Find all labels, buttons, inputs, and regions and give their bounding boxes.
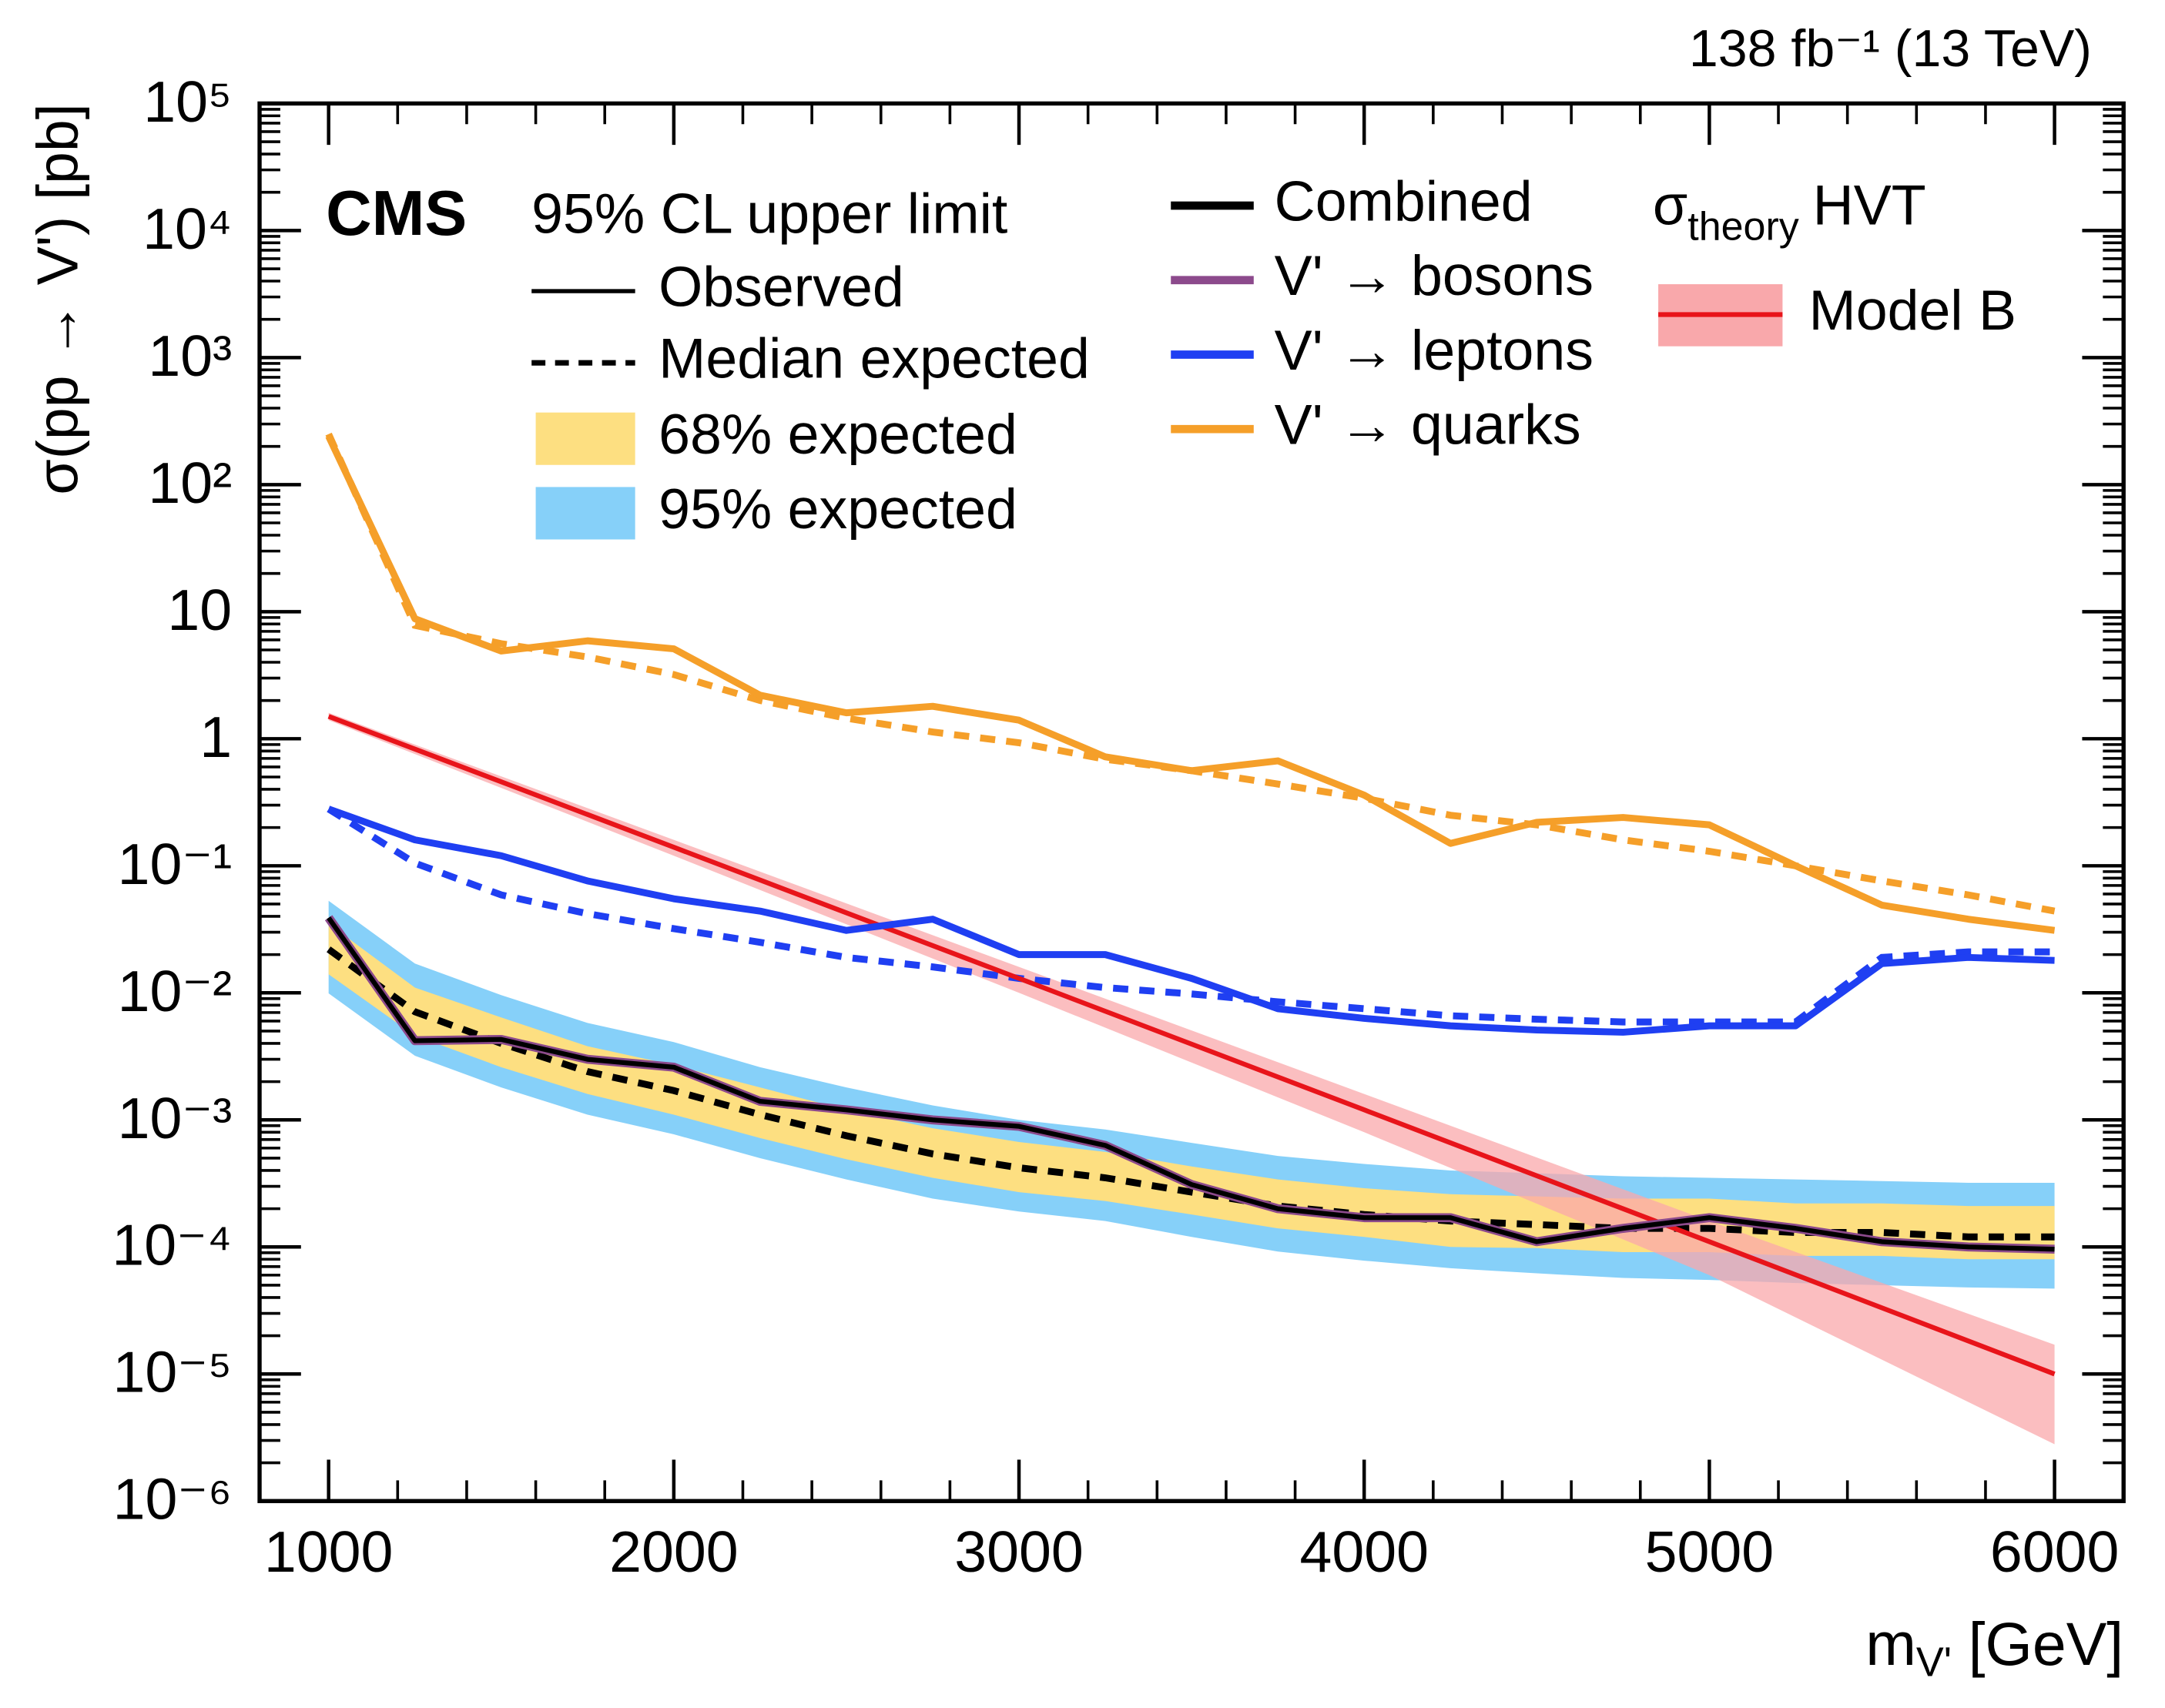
x-tick-label: 6000	[1990, 1519, 2119, 1584]
y-tick-label: 10³	[148, 323, 232, 388]
y-axis-label: σ(pp → V') [pb]	[25, 103, 90, 494]
x-tick-label: 1000	[264, 1519, 393, 1584]
x-tick-label: 3000	[954, 1519, 1083, 1584]
x-label-unit: [GeV]	[1969, 1610, 2124, 1678]
lumi-label: 138 fb⁻¹ (13 TeV)	[1689, 19, 2092, 78]
y-tick-label: 1	[199, 705, 232, 769]
experiment-label: CMS	[326, 178, 467, 249]
expected-band	[328, 923, 2055, 1260]
legend-label: V' → quarks	[1275, 393, 1581, 457]
x-label-main: m	[1865, 1610, 1916, 1678]
legend-label: Combined	[1275, 169, 1533, 233]
y-tick-label: 10⁻¹	[118, 832, 233, 896]
expected-line	[327, 946, 2055, 1241]
y-tick-label: 10⁻³	[118, 1086, 233, 1150]
legend-label: Median expected	[659, 327, 1090, 390]
legend-label: 95% expected	[659, 477, 1017, 541]
theory-line	[327, 714, 2056, 1377]
theory-band	[328, 712, 2055, 1445]
theory-sub: theory	[1687, 204, 1798, 249]
expected-line	[327, 805, 2055, 1026]
plot-frame	[257, 101, 2126, 1503]
theory-header: σtheory HVT	[1653, 173, 1926, 249]
y-tick-label: 10⁵	[143, 69, 232, 134]
observed-line	[325, 434, 2056, 934]
legend-label: V' → leptons	[1275, 318, 1594, 382]
legend-header: 95% CL upper limit	[531, 181, 1007, 245]
x-tick-label: 4000	[1299, 1519, 1428, 1584]
legend-label: Observed	[659, 254, 904, 318]
legend-swatch	[535, 412, 635, 465]
y-tick-label: 10⁻²	[118, 959, 233, 1023]
observed-line	[327, 916, 2055, 1252]
y-tick-label: 10⁴	[142, 196, 232, 261]
x-tick-label: 2000	[609, 1519, 738, 1584]
legend-label: Model B	[1808, 278, 2016, 342]
legend-label: 68% expected	[659, 402, 1017, 466]
plot-area	[324, 432, 2056, 1445]
y-tick-label: 10⁻⁶	[113, 1467, 232, 1532]
y-tick-label: 10⁻⁴	[112, 1213, 232, 1278]
x-axis-label: mV' [GeV]	[1865, 1610, 2123, 1686]
y-tick-label: 10⁻⁵	[112, 1340, 232, 1405]
legend-label: V' → bosons	[1275, 243, 1594, 307]
x-tick-label: 5000	[1645, 1519, 1774, 1584]
y-tick-label: 10²	[148, 450, 232, 515]
y-tick-label: 10	[167, 578, 232, 642]
legend-swatch	[535, 487, 635, 540]
theory-symbol: σ	[1653, 173, 1687, 237]
observed-line	[327, 805, 2055, 1036]
x-label-sub: V'	[1916, 1639, 1952, 1686]
theory-suffix: HVT	[1813, 173, 1926, 237]
